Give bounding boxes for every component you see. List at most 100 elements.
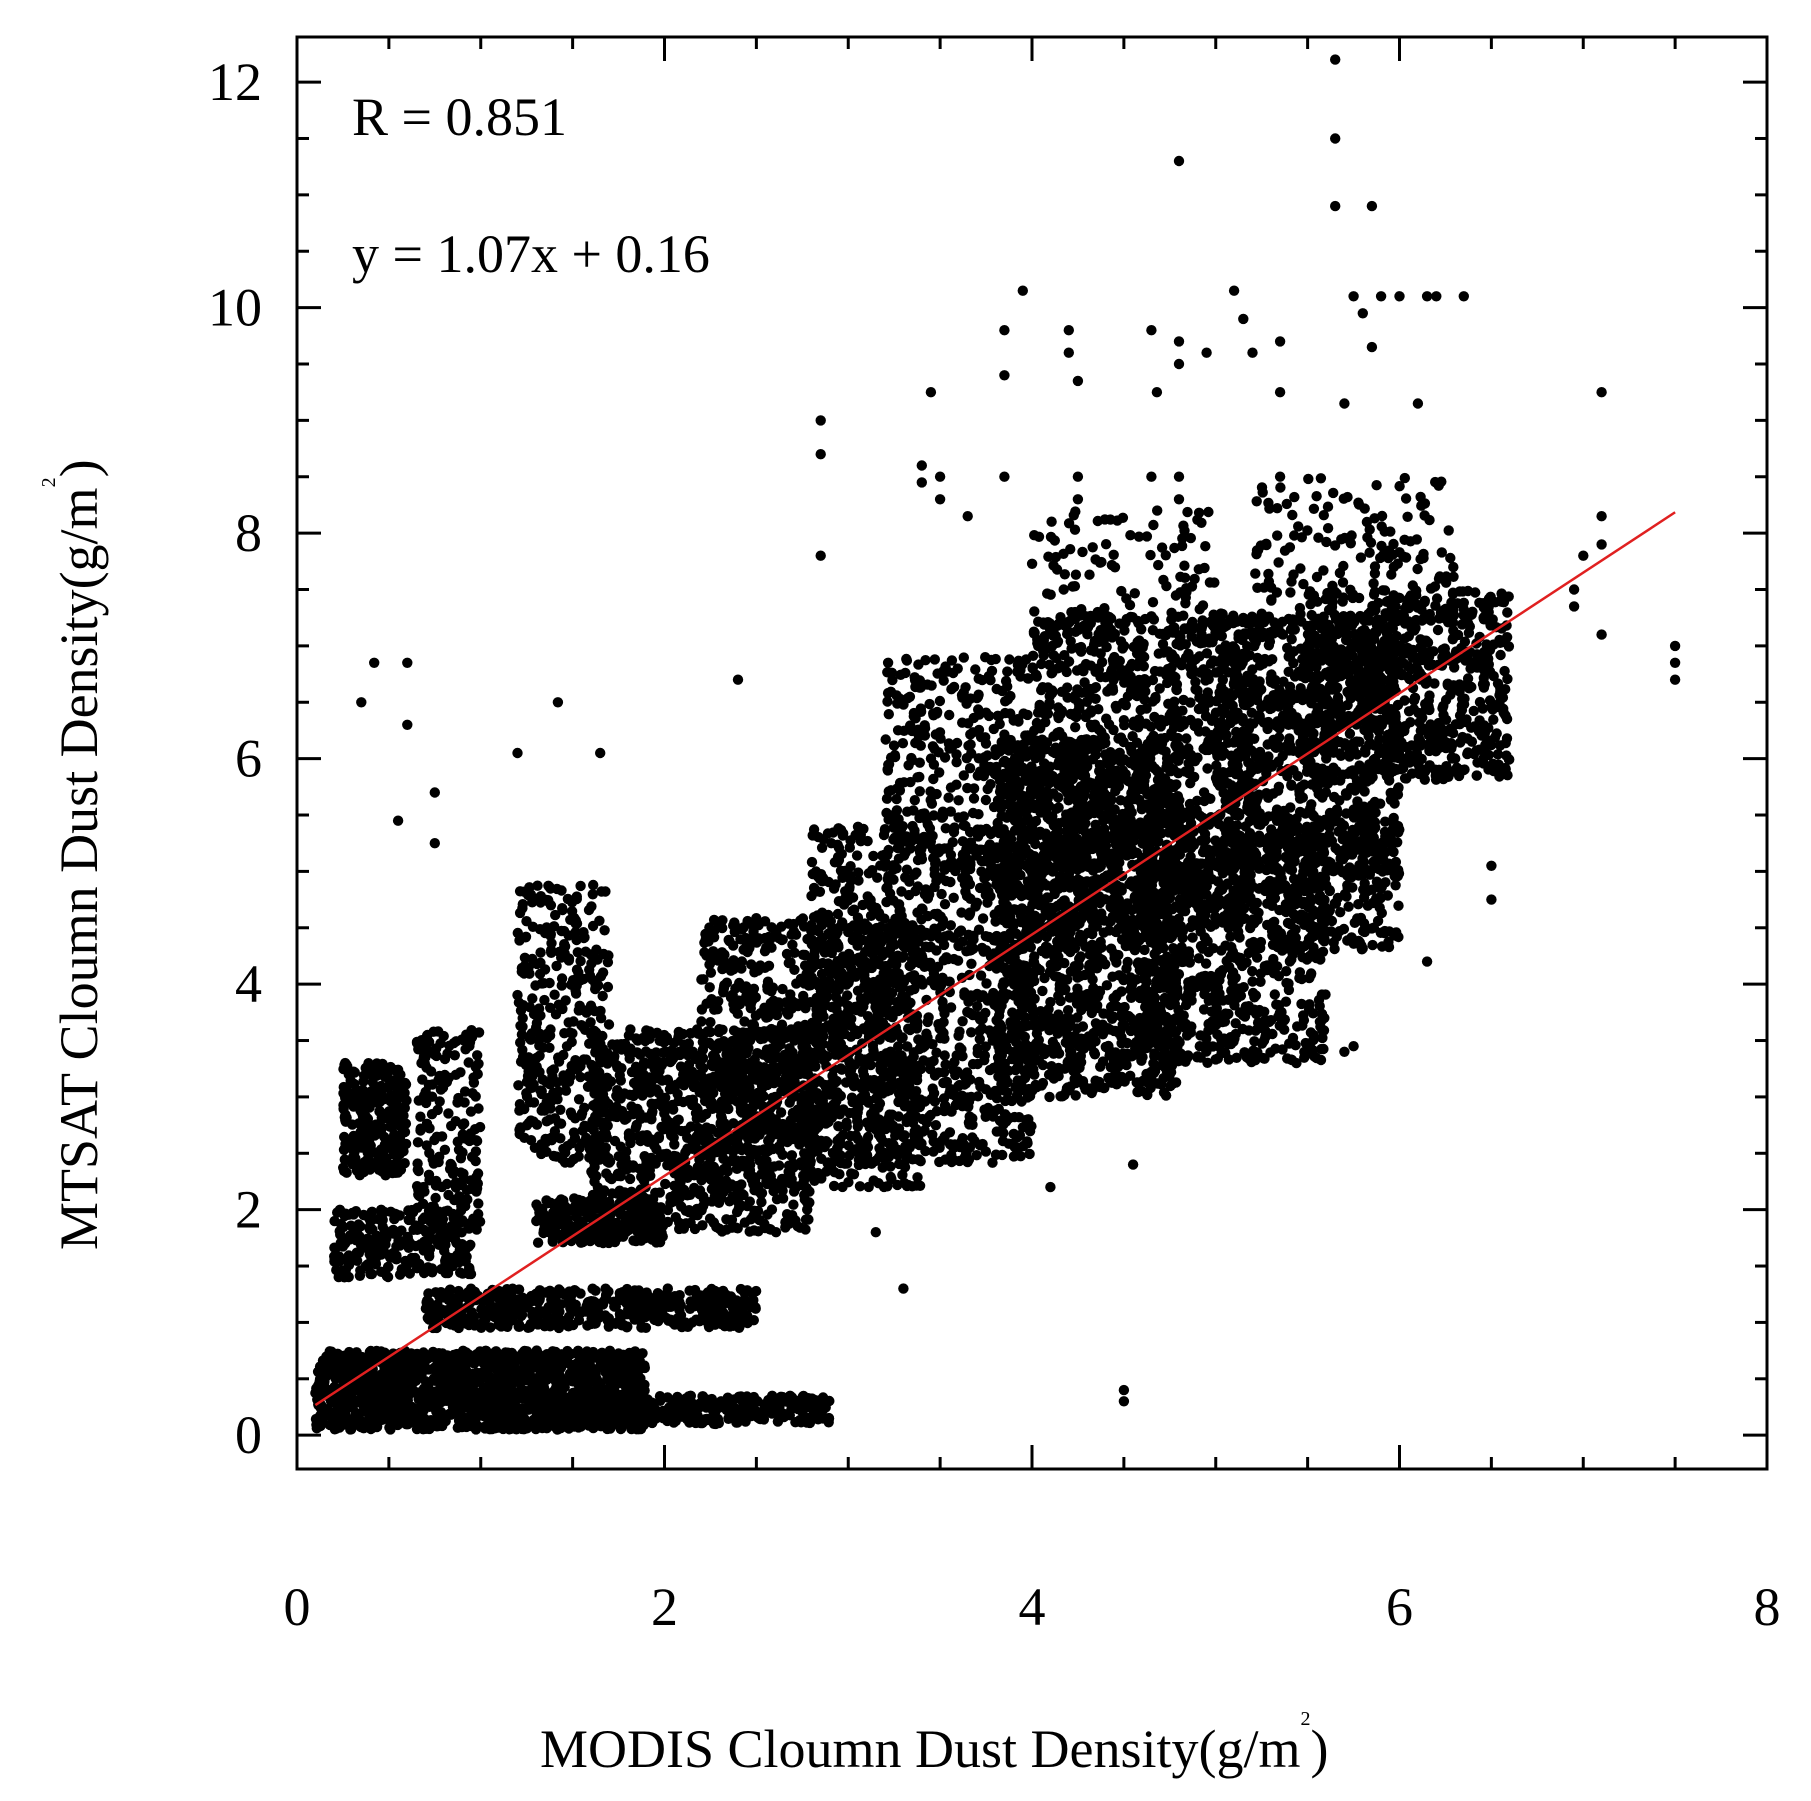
data-point (587, 889, 598, 900)
data-point (576, 1392, 587, 1404)
data-point (586, 1059, 597, 1071)
data-point (389, 1129, 400, 1140)
data-point (682, 1048, 694, 1060)
data-point (665, 1127, 676, 1138)
data-point (473, 1058, 484, 1070)
data-point (590, 1285, 601, 1296)
data-point (331, 1264, 342, 1276)
data-point (609, 1051, 620, 1062)
data-point (732, 1223, 743, 1234)
data-point (624, 1053, 635, 1064)
data-point (750, 1303, 761, 1314)
data-point (574, 1000, 585, 1011)
data-point (630, 1033, 642, 1044)
data-point (625, 1137, 636, 1149)
data-point (601, 1168, 612, 1179)
data-point (383, 1261, 394, 1273)
data-point (610, 1318, 621, 1330)
data-point (394, 1269, 406, 1280)
data-point (352, 1095, 363, 1107)
data-point (614, 1292, 626, 1303)
data-point (540, 927, 551, 939)
data-point (696, 1417, 707, 1428)
data-point (436, 1415, 447, 1427)
data-point (331, 1367, 342, 1378)
data-point (547, 1234, 558, 1246)
data-point (519, 1368, 530, 1379)
data-point (397, 1141, 409, 1152)
data-point (375, 1096, 386, 1107)
data-point (405, 1213, 416, 1224)
data-point (471, 1135, 483, 1147)
data-point (454, 1244, 465, 1256)
data-point (689, 1284, 701, 1296)
data-point (590, 1318, 601, 1329)
data-point (555, 1299, 567, 1310)
data-point (470, 1391, 481, 1403)
data-point (591, 1374, 602, 1385)
data-point (459, 1386, 470, 1398)
data-point (644, 1033, 655, 1045)
data-point (655, 1202, 667, 1213)
data-point (579, 1102, 590, 1114)
data-point (524, 1385, 535, 1397)
data-point (593, 1068, 604, 1079)
data-point (548, 921, 560, 932)
data-point (675, 1300, 686, 1311)
data-point (591, 1086, 602, 1097)
data-point (732, 1412, 744, 1423)
data-point (617, 1039, 629, 1050)
data-point (566, 906, 578, 917)
data-point (668, 1196, 679, 1207)
data-point (672, 1035, 683, 1046)
data-point (533, 1003, 545, 1014)
data-point (437, 1082, 449, 1093)
data-point (364, 1223, 375, 1235)
data-point (570, 915, 581, 926)
data-point (449, 1218, 460, 1229)
data-point (561, 1071, 573, 1082)
data-point (817, 1392, 829, 1403)
data-point (402, 1419, 414, 1430)
data-point (365, 1268, 376, 1280)
data-point (633, 1131, 645, 1142)
data-point (756, 1188, 767, 1200)
data-point (623, 1304, 634, 1315)
data-point (537, 1359, 548, 1371)
data-point (382, 1067, 393, 1079)
data-point (675, 1177, 686, 1189)
data-point (682, 1190, 693, 1201)
data-point (479, 1312, 490, 1323)
data-point (608, 1401, 619, 1413)
data-point (463, 1057, 474, 1068)
data-point (604, 1392, 615, 1403)
data-point (445, 1284, 456, 1295)
data-point (535, 947, 546, 958)
data-point (318, 1374, 329, 1386)
data-point (362, 1354, 373, 1365)
data-point (420, 1213, 431, 1224)
data-point (728, 1308, 740, 1320)
data-point (626, 1350, 637, 1361)
data-point (579, 1232, 591, 1243)
data-point (439, 1069, 450, 1081)
data-point (543, 896, 554, 907)
data-point (522, 1070, 534, 1082)
data-point (553, 999, 564, 1010)
data-point (664, 1117, 675, 1128)
data-point (657, 1307, 668, 1319)
data-point (358, 1076, 369, 1087)
data-point (548, 1064, 559, 1075)
data-point (431, 1175, 442, 1187)
data-point (748, 1225, 760, 1236)
data-point (531, 1017, 543, 1029)
data-point (456, 1365, 468, 1377)
data-point (585, 949, 596, 960)
data-point (693, 1401, 704, 1412)
data-point (590, 1138, 602, 1149)
data-point (363, 1212, 375, 1224)
data-point (524, 1322, 536, 1333)
data-point (524, 1002, 536, 1013)
data-point (544, 1042, 555, 1054)
data-point (673, 1095, 685, 1107)
